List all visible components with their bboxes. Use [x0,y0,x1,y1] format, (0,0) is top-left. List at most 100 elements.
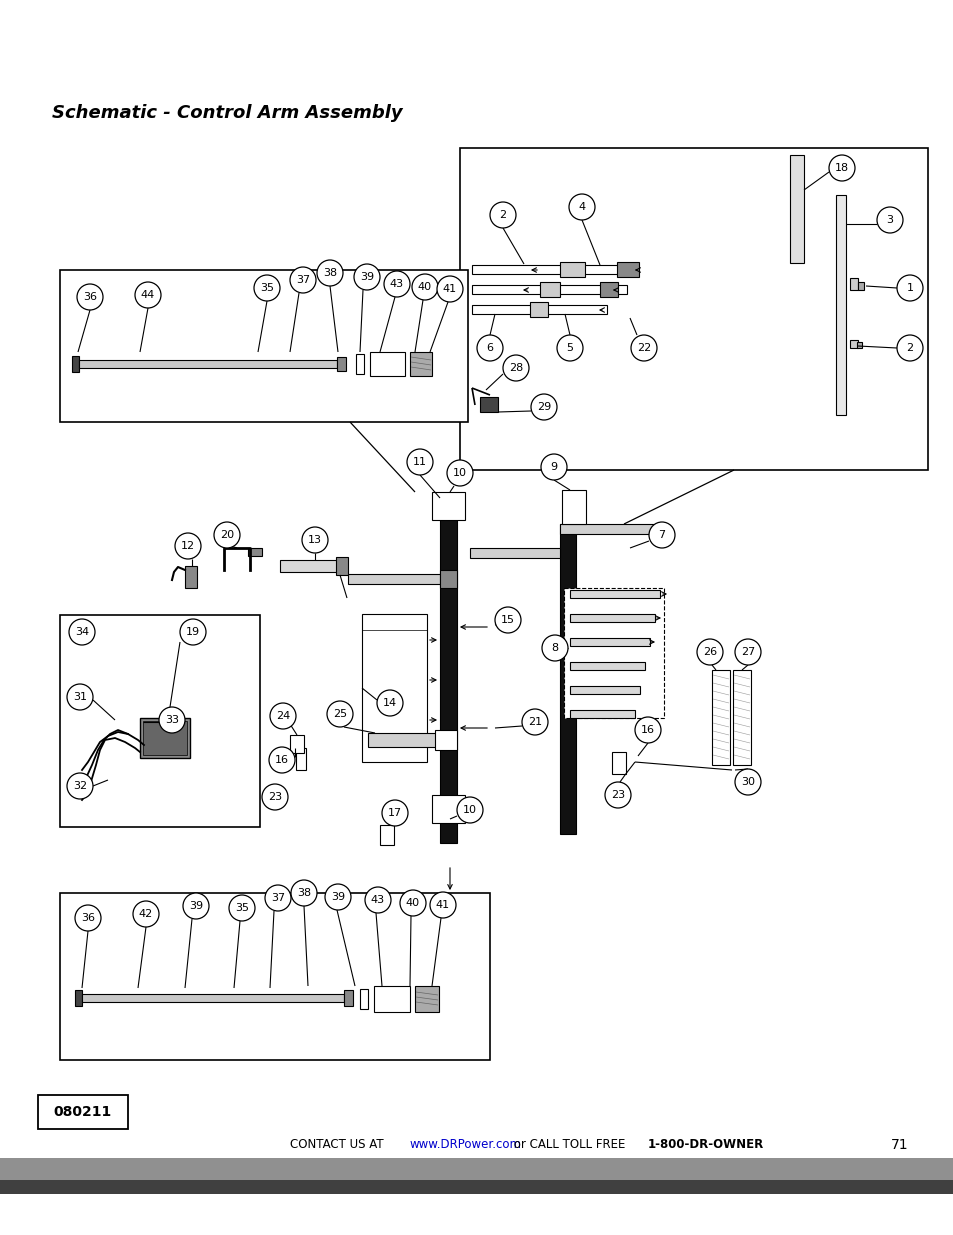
Circle shape [502,354,529,382]
Bar [472,305,606,314]
Circle shape [635,718,660,743]
Text: 16: 16 [640,725,655,735]
Circle shape [521,709,547,735]
Bar [410,352,432,375]
Bar [143,721,187,755]
Bar [60,615,260,827]
Bar [711,671,729,764]
Bar [71,356,79,372]
Circle shape [557,335,582,361]
Circle shape [302,527,328,553]
Bar [612,752,625,774]
Text: 10: 10 [453,468,467,478]
Circle shape [568,194,595,220]
Circle shape [213,522,240,548]
Circle shape [876,207,902,233]
Circle shape [67,773,92,799]
Text: 9: 9 [550,462,557,472]
Text: 30: 30 [740,777,754,787]
Bar [355,354,364,374]
Text: 71: 71 [890,1137,908,1152]
Circle shape [630,335,657,361]
Text: 25: 25 [333,709,347,719]
Circle shape [262,784,288,810]
Text: 5: 5 [566,343,573,353]
Text: 34: 34 [75,627,89,637]
Bar [359,989,368,1009]
Text: 7: 7 [658,530,665,540]
Bar [559,262,584,277]
Circle shape [490,203,516,228]
Text: 17: 17 [388,808,401,818]
Text: 38: 38 [323,268,336,278]
Bar [732,671,750,764]
Circle shape [381,800,408,826]
Circle shape [447,459,473,487]
Circle shape [540,454,566,480]
Text: 16: 16 [274,755,289,764]
Circle shape [412,274,437,300]
Text: 40: 40 [417,282,432,291]
Bar [335,557,348,576]
Circle shape [476,335,502,361]
Text: 27: 27 [740,647,755,657]
Text: 28: 28 [508,363,522,373]
Circle shape [132,902,159,927]
Bar [472,266,631,274]
Bar [569,685,639,694]
Bar [79,359,336,368]
Bar [185,566,196,588]
Bar [835,195,845,415]
Text: 15: 15 [500,615,515,625]
Text: 1-800-DR-OWNER: 1-800-DR-OWNER [647,1139,763,1151]
Circle shape [174,534,201,559]
Text: 2: 2 [905,343,913,353]
Circle shape [69,619,95,645]
Text: 2: 2 [499,210,506,220]
Circle shape [180,619,206,645]
Bar [539,282,559,296]
Bar [290,735,304,753]
Bar [379,825,394,845]
Bar [374,986,410,1011]
Bar [361,614,427,762]
Bar [856,342,862,348]
Circle shape [325,884,351,910]
Bar [60,893,490,1060]
Bar [0,1158,953,1179]
Bar [569,638,649,646]
Text: or CALL TOLL FREE: or CALL TOLL FREE [510,1139,628,1151]
Circle shape [604,782,630,808]
Bar [789,156,803,263]
Text: 6: 6 [486,343,493,353]
Circle shape [407,450,433,475]
Bar [559,524,664,534]
Bar [280,559,339,572]
Text: 23: 23 [268,792,282,802]
Circle shape [77,284,103,310]
Text: 38: 38 [296,888,311,898]
Text: 31: 31 [73,692,87,701]
Text: 43: 43 [390,279,404,289]
Circle shape [384,270,410,296]
Circle shape [354,264,379,290]
Bar [530,303,547,317]
Circle shape [253,275,280,301]
Bar [569,590,659,598]
Text: 23: 23 [610,790,624,800]
Bar [348,574,439,584]
Bar [479,396,497,412]
Circle shape [430,892,456,918]
Bar [599,282,618,296]
Circle shape [541,635,567,661]
Circle shape [291,881,316,906]
Bar [38,1095,128,1129]
Circle shape [365,887,391,913]
Circle shape [896,275,923,301]
Bar [459,148,927,471]
Text: 29: 29 [537,403,551,412]
Circle shape [270,703,295,729]
Text: 080211: 080211 [53,1105,112,1119]
Text: 21: 21 [527,718,541,727]
Circle shape [734,769,760,795]
